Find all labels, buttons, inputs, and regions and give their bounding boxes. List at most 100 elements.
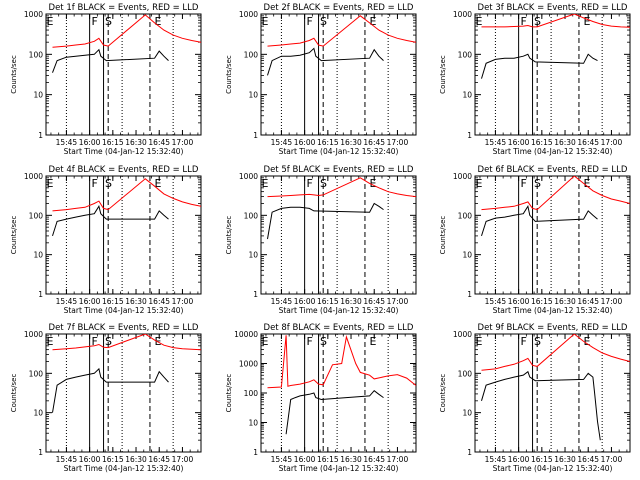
x-tick-label: 15:45 [56,455,78,464]
x-tick-label: 16:30 [340,455,362,464]
y-tick-label: 10 [33,251,43,260]
marker-letter: E [262,335,269,348]
y-tick-label: 1000 [239,10,258,19]
y-tick-label: 10 [248,251,258,260]
x-axis-label: Start Time (04-Jan-12 15:32:40) [493,464,613,473]
marker-letter: S [105,335,112,348]
series-line-events [52,367,169,413]
series-line-events [267,202,384,240]
x-axis-label: Start Time (04-Jan-12 15:32:40) [64,306,184,315]
x-tick-label: 16:00 [294,455,316,464]
x-tick-label: 15:45 [271,297,293,306]
x-tick-label: 16:30 [125,455,147,464]
y-tick-label: 10 [248,91,258,100]
x-tick-label: 16:45 [148,297,170,306]
x-tick-label: 15:45 [485,138,507,147]
x-tick-label: 17:00 [172,455,194,464]
series-group [52,334,201,413]
y-tick-label: 100 [458,50,473,59]
marker-letter: E [47,177,54,190]
marker-letter: F [520,335,526,348]
panel-2: Det 2f BLACK = Events, RED = LLD 1 10 100 10… [225,3,417,156]
x-tick-label: 16:30 [554,138,576,147]
x-tick-label: 15:45 [485,297,507,306]
x-tick-label: 15:45 [485,455,507,464]
x-tick-label: 17:00 [172,138,194,147]
x-tick-label: 15:45 [56,297,78,306]
plot-frame [260,13,417,136]
series-group [481,14,630,79]
marker-letter: F [306,335,312,348]
marker-letter: E [369,335,376,348]
series-line-lld [267,177,416,198]
x-tick-label: 16:45 [363,297,385,306]
x-tick-label: 16:30 [125,138,147,147]
chart-title: Det 5f BLACK = Events, RED = LLD [264,165,414,175]
series-line-lld [481,14,630,28]
series-group [52,178,201,237]
marker-letter: F [91,15,97,28]
marker-letter: E [369,15,376,28]
y-tick-label: 1000 [24,330,43,339]
y-tick-label: 1 [38,448,43,457]
x-tick-label: 16:00 [79,297,101,306]
x-tick-label: 15:45 [56,138,78,147]
marker-letter: E [47,335,54,348]
y-axis-label: Counts/sec [225,55,233,94]
x-tick-label: 16:45 [148,138,170,147]
y-tick-label: 1 [38,290,43,299]
x-tick-label: 17:00 [172,297,194,306]
y-tick-label: 100 [29,369,44,378]
series-group [267,334,416,435]
y-axis-label: Counts/sec [10,55,18,94]
marker-letter: S [534,15,541,28]
panel-4: Det 4f BLACK = Events, RED = LLD 1 10 100 10… [10,165,202,315]
series-line-lld [52,178,201,212]
x-tick-label: 16:45 [363,138,385,147]
marker-letter: S [320,335,327,348]
y-tick-label: 1 [467,290,472,299]
marker-letter: E [154,177,161,190]
marker-letter: E [47,15,54,28]
y-tick-label: 100 [29,50,44,59]
series-line-events [52,48,169,73]
marker-letter: E [583,177,590,190]
plot-frame [474,13,631,136]
plot-frame [45,333,202,453]
y-axis-label: Counts/sec [439,216,447,255]
x-tick-label: 16:15 [102,138,124,147]
marker-letter: F [91,335,97,348]
y-tick-label: 10 [462,251,472,260]
plot-frame [45,175,202,295]
plot-frame [474,333,631,453]
y-tick-label: 100 [244,50,259,59]
marker-letter: F [520,177,526,190]
series-line-events [285,390,384,435]
y-tick-label: 1000 [239,360,258,369]
chart-title: Det 1f BLACK = Events, RED = LLD [49,3,199,13]
x-tick-label: 16:45 [577,297,599,306]
y-tick-label: 1000 [24,10,43,19]
marker-letter: E [476,335,483,348]
y-axis-label: Counts/sec [439,374,447,413]
marker-letter: S [320,15,327,28]
y-tick-label: 1 [253,131,258,140]
x-tick-label: 16:45 [577,138,599,147]
x-tick-label: 16:15 [317,138,339,147]
x-tick-label: 17:00 [601,297,623,306]
y-tick-label: 10 [33,91,43,100]
y-tick-label: 1000 [239,172,258,181]
x-axis-label: Start Time (04-Jan-12 15:32:40) [279,147,399,156]
x-tick-label: 16:15 [102,297,124,306]
chart-title: Det 6f BLACK = Events, RED = LLD [478,165,628,175]
chart-title: Det 3f BLACK = Events, RED = LLD [478,3,628,13]
y-tick-label: 100 [29,211,44,220]
x-tick-label: 16:30 [554,297,576,306]
y-tick-label: 1000 [453,172,472,181]
x-tick-label: 16:00 [79,138,101,147]
x-tick-label: 17:00 [387,455,409,464]
series-line-lld [52,14,201,48]
x-axis-label: Start Time (04-Jan-12 15:32:40) [64,147,184,156]
marker-letter: F [306,177,312,190]
